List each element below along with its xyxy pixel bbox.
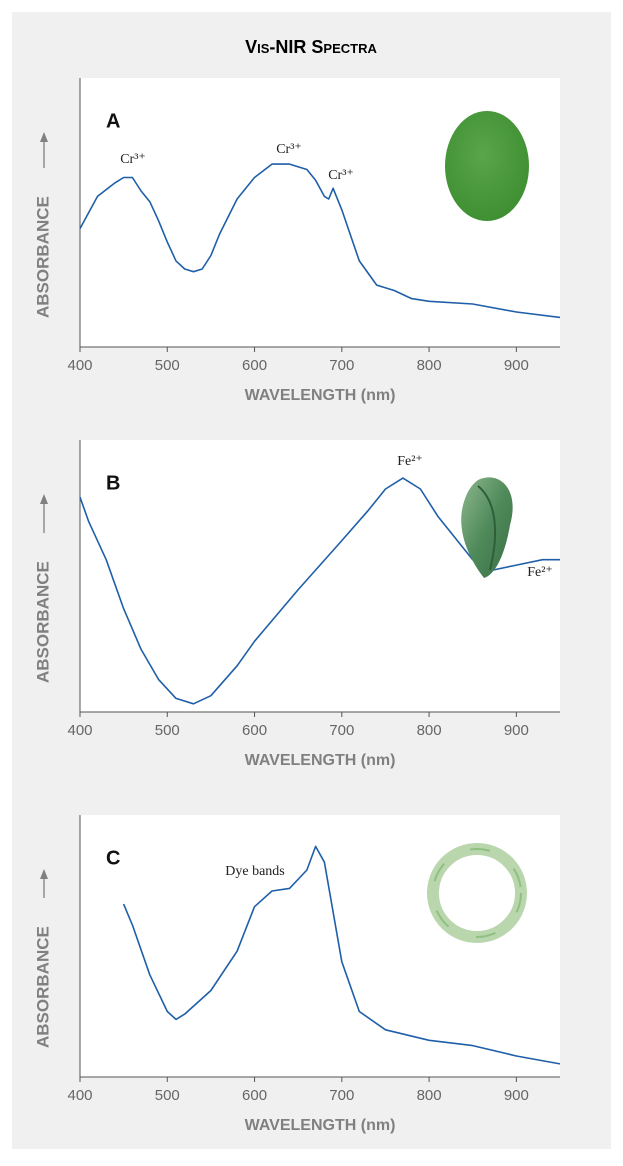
x-tick-label: 900 — [504, 1087, 529, 1104]
x-tick-label: 700 — [329, 1087, 354, 1104]
spectrum-line — [79, 163, 561, 319]
y-axis-label: ABSORBANCE — [33, 561, 52, 683]
annotation: Dye bands — [225, 864, 285, 879]
y-axis-label: ABSORBANCE — [33, 196, 52, 318]
annotation: Cr³⁺ — [120, 152, 146, 167]
x-axis-label: WAVELENGTH (nm) — [245, 387, 396, 404]
x-tick-label: 700 — [329, 722, 354, 739]
x-axis-label: WAVELENGTH (nm) — [245, 1117, 396, 1134]
x-tick-label: 800 — [417, 357, 442, 374]
x-axis-label: WAVELENGTH (nm) — [245, 752, 396, 769]
figure-title: Vis-NIR Spectra — [245, 37, 377, 57]
annotation: Cr³⁺ — [276, 142, 302, 157]
annotation: Cr³⁺ — [328, 168, 354, 183]
x-tick-label: 900 — [504, 722, 529, 739]
annotation: Fe²⁺ — [397, 454, 423, 469]
plots: 400 500 600 700 800 900 WAVELENGTH (nm) ABSORBA… — [33, 78, 561, 1134]
y-axis-arrow — [40, 869, 48, 879]
x-tick-label: 700 — [329, 357, 354, 374]
panel-label: C — [106, 847, 120, 869]
x-tick-label: 500 — [155, 357, 180, 374]
y-axis-label: ABSORBANCE — [33, 926, 52, 1048]
plot-area — [80, 815, 560, 1077]
panel-label: B — [106, 472, 120, 494]
x-tick-label: 600 — [242, 357, 267, 374]
x-tick-label: 400 — [67, 357, 92, 374]
x-tick-label: 400 — [67, 1087, 92, 1104]
x-tick-label: 400 — [67, 722, 92, 739]
y-axis-arrow — [40, 494, 48, 504]
x-tick-label: 600 — [242, 1087, 267, 1104]
sample-image — [461, 477, 513, 578]
y-axis-arrow — [40, 132, 48, 142]
x-tick-label: 500 — [155, 1087, 180, 1104]
spectrum-line — [122, 845, 561, 1065]
sample-image — [477, 485, 497, 571]
annotation: Fe²⁺ — [527, 565, 553, 580]
x-tick-label: 800 — [417, 722, 442, 739]
x-tick-label: 800 — [417, 1087, 442, 1104]
sample-image — [432, 848, 522, 938]
x-tick-label: 900 — [504, 357, 529, 374]
x-tick-label: 600 — [242, 722, 267, 739]
panel-label: A — [106, 110, 120, 132]
sample-image — [445, 111, 529, 221]
x-tick-label: 500 — [155, 722, 180, 739]
